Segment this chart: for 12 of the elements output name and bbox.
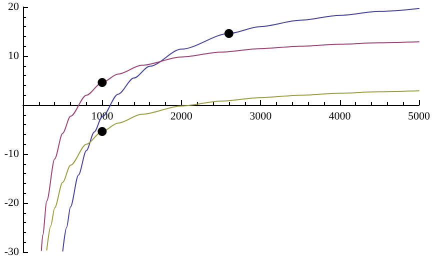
- point: [98, 78, 107, 87]
- y-tick-label: 10: [8, 50, 20, 62]
- point: [98, 126, 107, 136]
- y-tick-label: -20: [4, 197, 20, 209]
- point: [224, 28, 234, 38]
- x-tick-label: 3000: [250, 110, 272, 122]
- x-tick-label: 4000: [328, 110, 352, 122]
- y-tick-label: -30: [4, 246, 20, 258]
- x-tick-label: 2000: [170, 110, 193, 122]
- x-tick-label: 5000: [408, 110, 430, 122]
- y-tick-label: -10: [4, 148, 20, 160]
- y-tick-label: 20: [8, 1, 20, 13]
